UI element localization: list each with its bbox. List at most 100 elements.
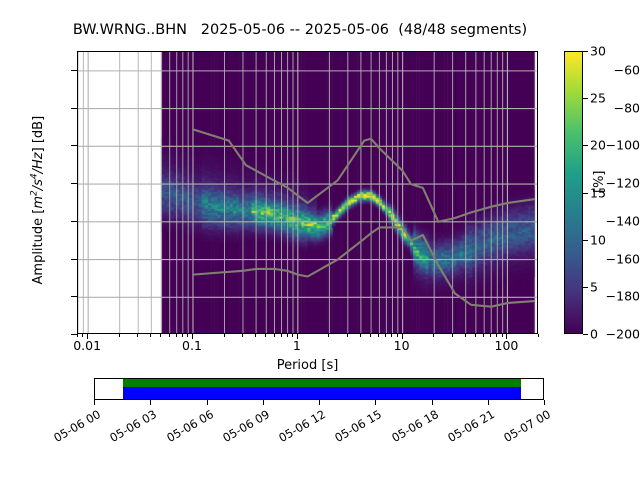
colorbar[interactable] [564,51,583,334]
x-minor-tick-mark [187,334,189,337]
y-tick-mark [71,183,77,185]
data-coverage-timeline[interactable] [94,378,544,400]
x-minor-tick-mark [273,334,275,337]
colorbar-tick-mark [583,192,588,194]
x-minor-tick-mark [82,334,84,337]
x-tick-label: 10 [393,338,410,353]
data-coverage-blue [122,387,521,399]
x-minor-tick-mark [370,334,372,337]
x-minor-tick-mark [168,334,170,337]
x-minor-tick-mark [501,334,503,337]
x-minor-tick-mark [150,334,152,337]
colorbar-tick-label: 25 [590,90,606,106]
colorbar-tick-label: 20 [590,137,606,153]
timeline-tick-mark [431,400,433,405]
timeline-tick-label: 05-06 09 [219,407,272,445]
colorbar-tick-mark [583,98,588,100]
timeline-tick-label: 05-06 03 [107,407,160,445]
x-minor-tick-mark [328,334,330,337]
x-minor-tick-mark [378,334,380,337]
x-axis-label: Period [s] [276,358,339,373]
timeline-tick-mark [544,400,545,405]
timeline-tick-mark [94,400,95,405]
x-minor-tick-mark [391,334,393,337]
x-tick-mark [506,334,508,339]
colorbar-tick-label: 10 [590,232,606,248]
timeline-tick-label: 05-06 21 [444,407,497,445]
x-minor-tick-mark [490,334,492,337]
colorbar-tick-mark [583,286,588,288]
y-tick-mark [71,296,77,298]
x-minor-tick-mark [474,334,476,337]
x-tick-mark [87,334,89,339]
timeline-tick-mark [206,400,208,405]
timeline-tick-mark [487,400,489,405]
x-minor-tick-mark [292,334,293,337]
x-minor-tick-mark [451,334,453,337]
x-minor-tick-mark [118,334,120,337]
timeline-tick-label: 05-06 00 [51,407,103,445]
x-minor-tick-mark [77,334,78,337]
x-tick-label: 1 [292,338,301,353]
x-minor-tick-mark [433,334,435,337]
colorbar-gradient [564,51,583,334]
y-tick-label: −100 [605,137,640,153]
colorbar-tick-label: 15 [590,185,606,200]
x-minor-tick-mark [175,334,177,337]
x-tick-label: 0.1 [182,338,202,353]
x-minor-tick-mark [265,334,267,337]
x-minor-tick-mark [223,334,225,337]
timeline-tick-mark [319,400,320,405]
x-minor-tick-mark [483,334,485,337]
figure-title: BW.WRNG..BHN 2025-05-06 -- 2025-05-06 (4… [72,22,528,38]
x-minor-tick-mark [496,334,498,337]
timeline-tick-mark [375,400,377,405]
x-minor-tick-mark [538,334,539,337]
y-tick-mark [71,220,77,222]
plot-gridlines [78,52,537,333]
x-minor-tick-mark [346,334,348,337]
x-minor-tick-mark [385,334,387,337]
y-tick-mark [71,107,77,109]
colorbar-tick-label: 30 [590,43,606,59]
colorbar-label: [%] [592,170,607,194]
y-tick-label: −160 [605,251,640,267]
y-tick-label: −180 [605,288,640,304]
timeline-tick-label: 05-06 12 [276,407,328,445]
x-minor-tick-mark [359,334,361,337]
x-minor-tick-mark [137,334,139,337]
colorbar-tick-mark [583,145,588,147]
y-tick-label: −120 [605,175,640,191]
timeline-tick-label: 05-07 00 [501,407,553,445]
ppsd-plot-area[interactable] [77,51,538,334]
colorbar-tick-mark [583,239,588,241]
x-minor-tick-mark [241,334,243,337]
ppsd-histogram-canvas [78,52,537,333]
x-tick-mark [191,334,193,339]
x-tick-label: 100 [494,338,519,353]
x-minor-tick-mark [255,334,257,337]
data-coverage-green [122,379,521,387]
x-minor-tick-mark [464,334,466,337]
colorbar-tick-label: 5 [590,279,598,295]
x-minor-tick-mark [286,334,288,337]
timeline-tick-label: 05-06 15 [332,407,385,445]
timeline-tick-mark [150,400,152,405]
x-tick-label: 0.01 [73,338,102,353]
colorbar-tick-mark [583,51,588,52]
x-minor-tick-mark [280,334,282,337]
timeline-tick-mark [262,400,264,405]
y-axis-label: Amplitude [m2/s4/Hz] [dB] [29,115,47,285]
peterson-noise-model-curves [191,128,536,308]
y-tick-mark [71,334,77,335]
timeline-tick-label: 05-06 06 [163,407,216,445]
timeline-tick-label: 05-06 18 [388,407,441,445]
colorbar-tick-label: 0 [590,326,598,342]
y-tick-label: −200 [605,326,640,342]
y-tick-mark [71,258,77,260]
y-tick-label: −140 [605,213,640,229]
y-tick-mark [71,69,77,71]
colorbar-tick-mark [583,334,588,335]
x-minor-tick-mark [396,334,398,337]
y-tick-label: −80 [613,100,640,116]
